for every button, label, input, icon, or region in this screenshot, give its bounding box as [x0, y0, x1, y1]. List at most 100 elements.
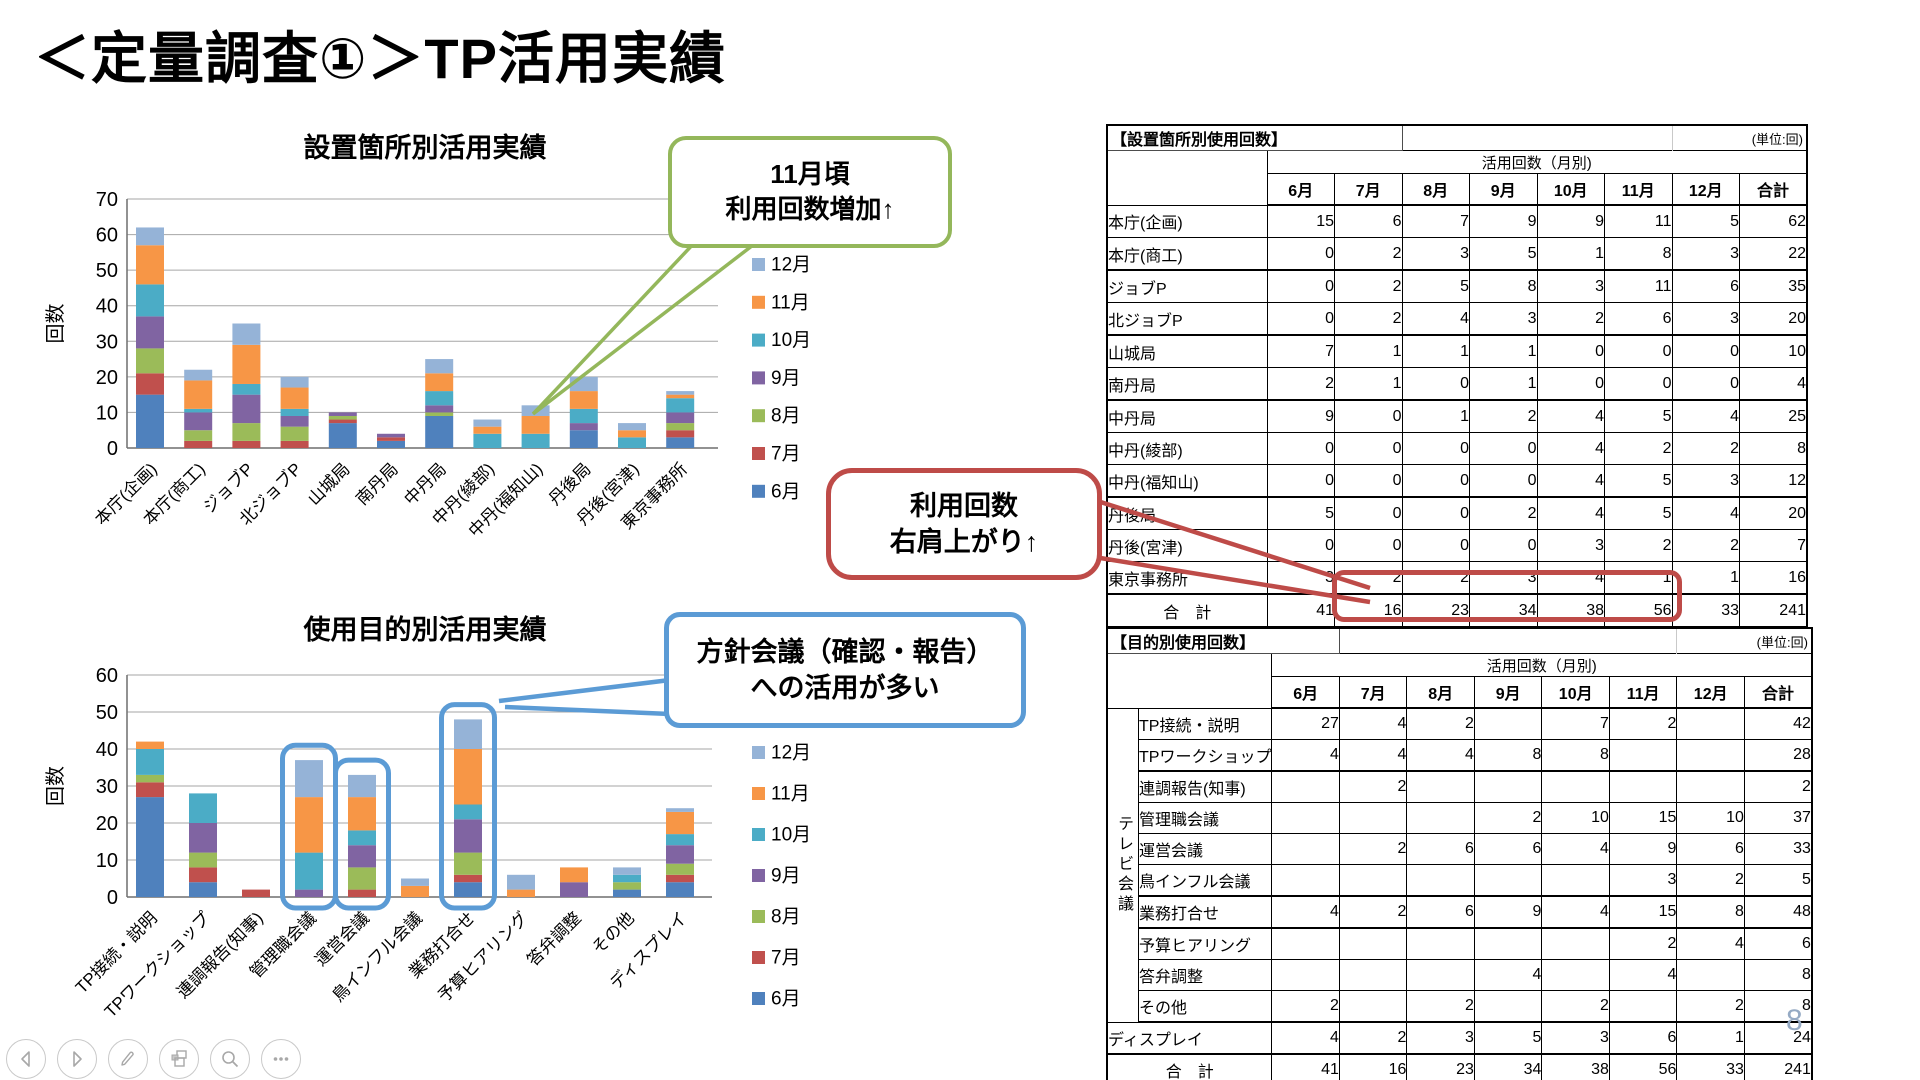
table-cell: 1 [1536, 237, 1605, 271]
pen-button[interactable] [108, 1039, 148, 1079]
table-cell [1271, 927, 1340, 960]
legend-label: 12月 [771, 255, 811, 276]
table-cell: 2 [1676, 864, 1745, 897]
next-slide-button[interactable] [57, 1039, 97, 1079]
column-header: 10月 [1536, 173, 1605, 206]
bar-segment [280, 440, 309, 448]
table-cell: 5 [1604, 464, 1673, 498]
table-cell: 6 [1676, 833, 1745, 865]
bar-segment [507, 889, 535, 897]
legend-label: 8月 [771, 907, 801, 928]
table-cell: 2 [1334, 302, 1403, 336]
table-cell: 6 [1743, 927, 1813, 960]
legend-label: 10月 [771, 825, 811, 846]
table-cell: 5 [1473, 1021, 1543, 1055]
bar-segment [280, 408, 309, 416]
svg-text:30: 30 [96, 331, 118, 353]
previous-slide-button[interactable] [6, 1039, 46, 1079]
group-label: テレビ会議 [1106, 707, 1139, 1023]
band-header: 活用回数（月別) [1266, 150, 1808, 174]
table-cell [1271, 864, 1340, 897]
pen-icon [121, 1051, 134, 1066]
table-cell: 0 [1604, 334, 1673, 368]
row-label: ジョブP [1106, 269, 1268, 303]
bar-segment [454, 874, 482, 883]
total-row: 合 計 41 16 23 34 38 56 33 241 [1106, 593, 1808, 628]
table-cell: 2 [1338, 770, 1408, 803]
bar-segment [189, 793, 217, 823]
table-row: ディスプレイ 4 2 3 5 3 6 1 24 [1106, 1021, 1813, 1055]
bar-segment [569, 430, 598, 448]
row-label: 鳥インフル会議 [1137, 864, 1273, 897]
bar-segment [666, 394, 695, 399]
legend-swatch [752, 951, 765, 964]
page-number: 8 [1786, 1004, 1803, 1037]
column-header: 9月 [1469, 173, 1538, 206]
table-cell [1473, 864, 1543, 897]
blue-callout: 方針会議（確認・報告） への活用が多い [664, 612, 1026, 728]
table-cell: 0 [1266, 302, 1335, 336]
table-cell: 41 [1271, 1053, 1340, 1080]
bar-segment [666, 437, 695, 448]
chart1-title: 設置箇所別活用実績 [303, 133, 547, 163]
svg-text:南丹局: 南丹局 [352, 459, 401, 508]
column-header: 10月 [1541, 676, 1610, 709]
bar-segment [189, 882, 217, 897]
bar-segment [242, 889, 270, 897]
bar-segment [521, 433, 550, 448]
bar-segment [613, 874, 641, 883]
table-cell: 3 [1469, 561, 1538, 595]
table-cell: 0 [1469, 432, 1538, 465]
table-cell [1406, 959, 1475, 991]
row-label: 山城局 [1106, 334, 1268, 368]
table-row: 業務打合せ 4 2 6 9 4 15 8 48 [1107, 895, 1813, 929]
more-options-button[interactable] [261, 1039, 301, 1079]
bar-segment [377, 440, 405, 448]
table-cell: 4 [1338, 739, 1408, 772]
bar-segment [232, 344, 261, 384]
table-cell: 0 [1334, 399, 1403, 433]
bar-segment [136, 394, 164, 448]
table-cell [1541, 927, 1610, 960]
table-cell [1271, 802, 1340, 834]
bar-segment [473, 426, 502, 434]
table-row: 本庁(企画) 15 6 7 9 9 11 5 62 [1106, 204, 1808, 238]
row-label: 本庁(商工) [1106, 237, 1268, 271]
table-cell: 0 [1469, 529, 1538, 562]
table-cell: 0 [1334, 432, 1403, 465]
table-cell: 2 [1334, 237, 1403, 271]
table-cell: 16 [1739, 561, 1808, 595]
table-cell: 10 [1676, 802, 1745, 834]
column-header: 合計 [1739, 173, 1808, 206]
bar-segment [425, 405, 454, 413]
row-label: 丹後(宮津) [1106, 529, 1268, 562]
table-cell: 1 [1604, 561, 1673, 595]
bar-segment [666, 845, 694, 864]
table-cell [1271, 833, 1340, 865]
table-cell: 2 [1271, 990, 1340, 1023]
legend-swatch [752, 447, 765, 460]
unit-label: (単位:回) [1671, 124, 1808, 151]
table-cell: 0 [1266, 529, 1335, 562]
total-label: 合 計 [1106, 1053, 1273, 1080]
bar-segment [136, 782, 164, 798]
table-cell [1676, 707, 1745, 740]
table-cell: 4 [1536, 432, 1605, 465]
slide-navigator-button[interactable] [159, 1039, 199, 1079]
table-cell: 4 [1536, 561, 1605, 595]
table-cell: 2 [1671, 529, 1740, 562]
column-header: 11月 [1608, 676, 1678, 709]
table-cell: 0 [1266, 432, 1335, 465]
previous-icon [21, 1051, 30, 1067]
zoom-button[interactable] [210, 1039, 250, 1079]
svg-text:山城局: 山城局 [304, 459, 353, 508]
bar-segment [425, 412, 454, 416]
table-cell: 0 [1536, 334, 1605, 368]
table-cell: 2 [1338, 833, 1408, 865]
table-cell [1406, 864, 1475, 897]
table-cell: 4 [1671, 399, 1740, 433]
table-cell: 2 [1334, 561, 1403, 595]
bar-segment [507, 874, 535, 890]
legend-label: 11月 [771, 292, 810, 313]
